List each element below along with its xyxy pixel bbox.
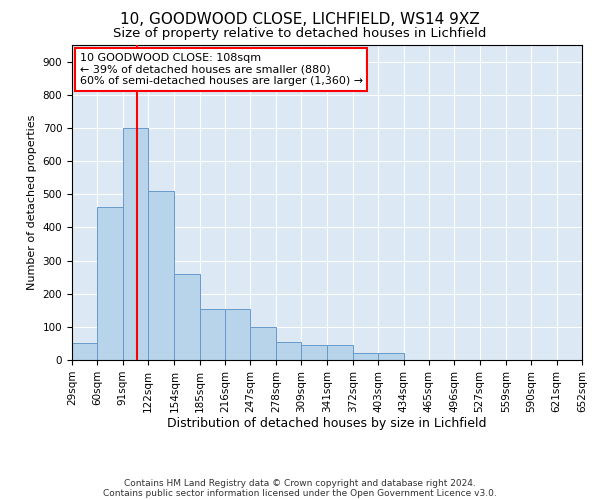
Text: 10, GOODWOOD CLOSE, LICHFIELD, WS14 9XZ: 10, GOODWOOD CLOSE, LICHFIELD, WS14 9XZ xyxy=(120,12,480,28)
Bar xyxy=(97,208,123,360)
Bar xyxy=(123,128,148,360)
Text: Size of property relative to detached houses in Lichfield: Size of property relative to detached ho… xyxy=(113,28,487,40)
Bar xyxy=(276,342,301,360)
Bar xyxy=(148,191,175,360)
Text: Contains HM Land Registry data © Crown copyright and database right 2024.: Contains HM Land Registry data © Crown c… xyxy=(124,478,476,488)
Text: 10 GOODWOOD CLOSE: 108sqm
← 39% of detached houses are smaller (880)
60% of semi: 10 GOODWOOD CLOSE: 108sqm ← 39% of detac… xyxy=(80,53,363,86)
Bar xyxy=(175,274,200,360)
X-axis label: Distribution of detached houses by size in Lichfield: Distribution of detached houses by size … xyxy=(167,418,487,430)
Bar xyxy=(72,344,97,360)
Y-axis label: Number of detached properties: Number of detached properties xyxy=(27,115,37,290)
Bar xyxy=(250,327,276,360)
Bar xyxy=(328,345,353,360)
Bar xyxy=(353,354,378,360)
Bar xyxy=(200,308,225,360)
Bar xyxy=(225,308,250,360)
Bar xyxy=(301,345,328,360)
Text: Contains public sector information licensed under the Open Government Licence v3: Contains public sector information licen… xyxy=(103,488,497,498)
Bar xyxy=(378,354,404,360)
